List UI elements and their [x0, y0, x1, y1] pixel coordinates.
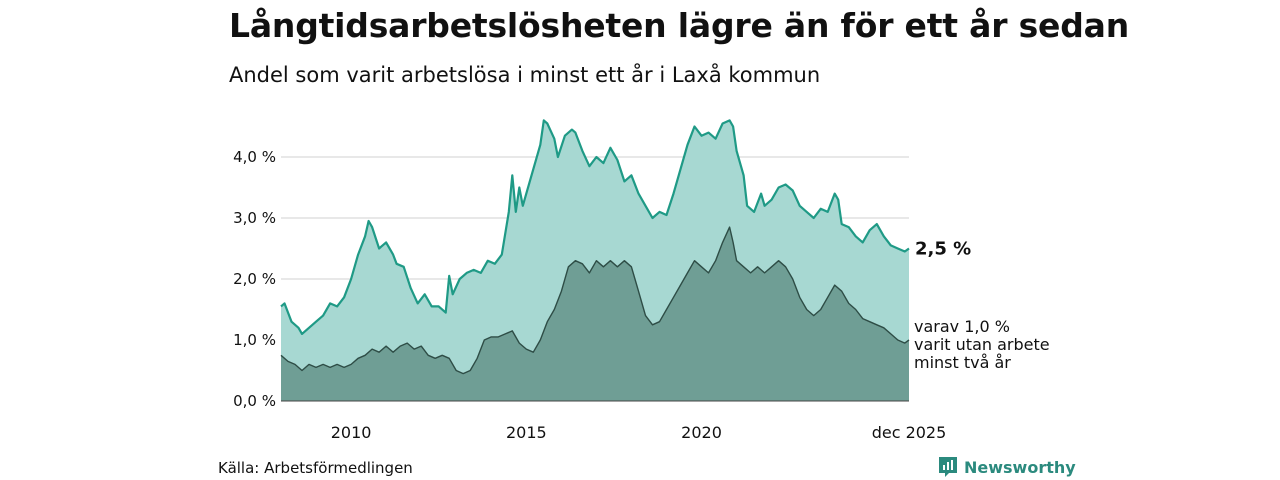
- end-label-two-years: varav 1,0 %: [914, 317, 1010, 336]
- end-label-two-years-line2: varit utan arbete: [914, 335, 1050, 354]
- chart-subtitle: Andel som varit arbetslösa i minst ett å…: [229, 63, 821, 87]
- series-line-two-years: [280, 226, 910, 375]
- series-areas: [280, 119, 910, 402]
- series-line-total: [280, 119, 910, 335]
- brand-logo: Newsworthy: [938, 456, 1076, 478]
- axes: 0,0 % 1,0 % 2,0 % 3,0 % 4,0 % 2010 2015 2020 dec…: [233, 148, 946, 442]
- x-tick-label: 2020: [681, 423, 722, 442]
- x-tick-label: 2010: [331, 423, 372, 442]
- chart-title: Långtidsarbetslösheten lägre än för ett …: [229, 6, 1130, 45]
- x-tick-label: 2015: [506, 423, 547, 442]
- source-note: Källa: Arbetsförmedlingen: [218, 459, 413, 477]
- end-label-two-years-line3: minst två år: [914, 353, 1011, 372]
- y-tick-label: 0,0 %: [233, 392, 276, 410]
- y-tick-label: 3,0 %: [233, 209, 276, 227]
- end-label-total: 2,5 %: [915, 239, 971, 260]
- y-tick-label: 2,0 %: [233, 270, 276, 288]
- newsworthy-logo-icon: [939, 457, 957, 477]
- y-tick-label: 1,0 %: [233, 331, 276, 349]
- brand-name: Newsworthy: [964, 457, 1076, 477]
- x-tick-label: dec 2025: [872, 423, 947, 442]
- y-tick-label: 4,0 %: [233, 148, 276, 166]
